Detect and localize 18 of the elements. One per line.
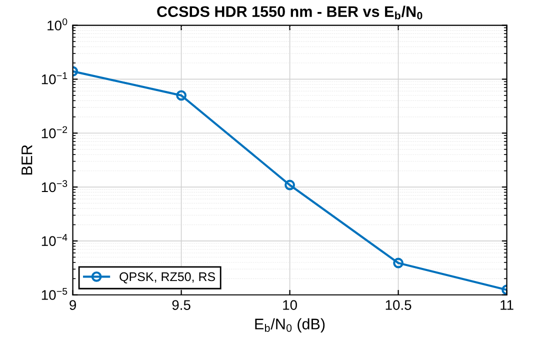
y-tick-label: 10$^{−3}$ — [42, 180, 68, 192]
point — [176, 90, 187, 101]
legend-label: QPSK, RZ50, RS — [120, 272, 216, 284]
y-axis-title: BER — [22, 145, 32, 175]
y-tick-label: 10$^{−2}$ — [42, 126, 68, 138]
x-tick-label: 10.5 — [386, 300, 412, 310]
point — [393, 258, 404, 268]
chart-title: CCSDS HDR 1550 nm - BER vs E$_{b}$/N$_{0}$ — [157, 6, 422, 20]
x-axis-title: E$_{b}$/N$_{0}$ (dB) — [255, 318, 325, 332]
x-tick-label: 11 — [500, 300, 514, 310]
y-tick-label: 10$^{−1}$ — [42, 72, 68, 84]
x-tick-label: 9 — [70, 300, 76, 310]
y-tick-label: 10$^{−5}$ — [42, 288, 68, 300]
y-tick-label: 10$^{−4}$ — [42, 234, 68, 246]
y-tick-label: 10$^{0}$ — [48, 18, 68, 30]
x-tick-label: 9.5 — [172, 300, 190, 310]
point — [284, 180, 296, 190]
x-tick-label: 10 — [283, 300, 297, 310]
